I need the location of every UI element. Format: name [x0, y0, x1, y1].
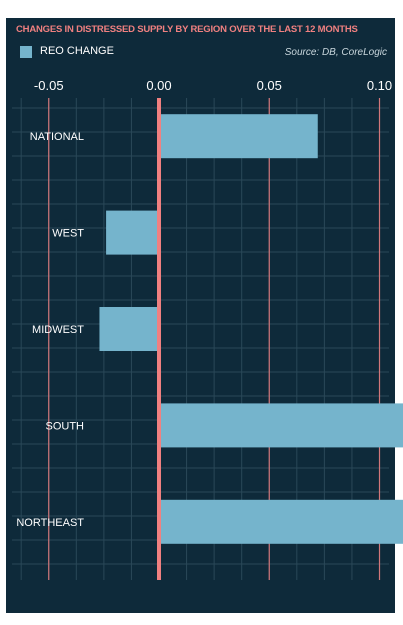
legend-label: REO CHANGE: [40, 45, 114, 57]
chart-title: CHANGES IN DISTRESSED SUPPLY BY REGION O…: [16, 24, 358, 35]
source-note: Source: DB, CoreLogic: [284, 47, 387, 58]
bar-south: [159, 403, 403, 448]
x-tick-label: -0.05: [34, 78, 64, 93]
bar-northeast: [159, 499, 403, 544]
bar-midwest: [99, 307, 159, 351]
category-label: SOUTH: [46, 420, 85, 432]
x-tick-label: 0.05: [257, 78, 282, 93]
category-label: NATIONAL: [30, 131, 84, 143]
category-label: NORTHEAST: [16, 517, 84, 529]
category-label: MIDWEST: [32, 324, 84, 336]
x-tick-label: 0.00: [146, 78, 171, 93]
category-label: WEST: [52, 228, 84, 240]
bar-west: [106, 210, 159, 255]
bar-national: [159, 114, 318, 159]
legend-swatch: [20, 46, 32, 58]
x-tick-label: 0.10: [367, 78, 392, 93]
